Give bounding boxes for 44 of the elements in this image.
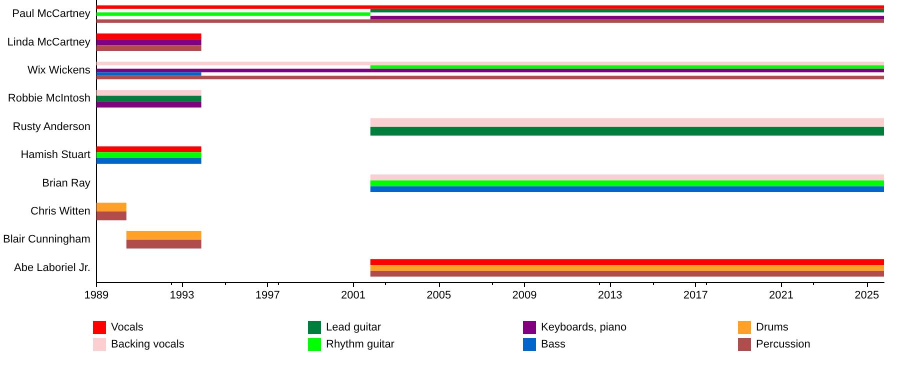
x-tick-label: 1997 <box>255 290 280 302</box>
legend-label: Drums <box>756 322 789 334</box>
y-tick-label: Brian Ray <box>42 177 91 190</box>
bar <box>96 45 202 52</box>
x-tick-label: 2021 <box>769 290 794 302</box>
bar <box>370 16 884 20</box>
legend-label: Keyboards, piano <box>541 322 627 334</box>
bar <box>96 152 202 158</box>
y-tick-label: Paul McCartney <box>12 8 91 20</box>
bar <box>370 270 884 277</box>
y-tick-label: Robbie McIntosh <box>8 92 90 105</box>
x-tick-label: 2025 <box>854 290 880 302</box>
x-tick-label: 1993 <box>170 290 194 302</box>
legend-label: Bass <box>541 338 566 350</box>
legend-label: Lead guitar <box>326 322 382 334</box>
x-tick-label: 2013 <box>598 290 622 302</box>
bar <box>96 96 202 102</box>
legend-label: Backing vocals <box>111 338 185 350</box>
x-tick-label: 2009 <box>512 290 537 302</box>
y-tick-label: Rusty Anderson <box>12 120 90 133</box>
bar <box>96 202 126 212</box>
x-tick-label: 2005 <box>426 290 452 302</box>
y-tick-label: Hamish Stuart <box>20 149 90 162</box>
bar <box>370 259 884 265</box>
legend-label: Percussion <box>756 338 810 350</box>
legend-label: Rhythm guitar <box>326 338 395 350</box>
bar <box>370 174 884 180</box>
y-tick-label: Abe Laboriel Jr. <box>14 262 90 274</box>
bar <box>96 146 202 152</box>
bar <box>96 158 202 164</box>
bar <box>96 90 202 96</box>
x-tick-label: 2001 <box>341 290 366 302</box>
x-tick-label: 1989 <box>84 290 109 302</box>
bar <box>370 186 884 192</box>
legend-label: Vocals <box>111 322 144 334</box>
y-tick-label: Chris Witten <box>30 206 90 218</box>
bar <box>126 230 202 240</box>
bar <box>96 12 370 16</box>
x-tick-label: 2017 <box>683 290 708 302</box>
bar <box>96 34 202 40</box>
bar <box>370 180 884 186</box>
y-tick-label: Wix Wickens <box>27 64 91 76</box>
y-tick-label: Linda McCartney <box>7 36 91 48</box>
y-tick-label: Blair Cunningham <box>3 234 90 246</box>
